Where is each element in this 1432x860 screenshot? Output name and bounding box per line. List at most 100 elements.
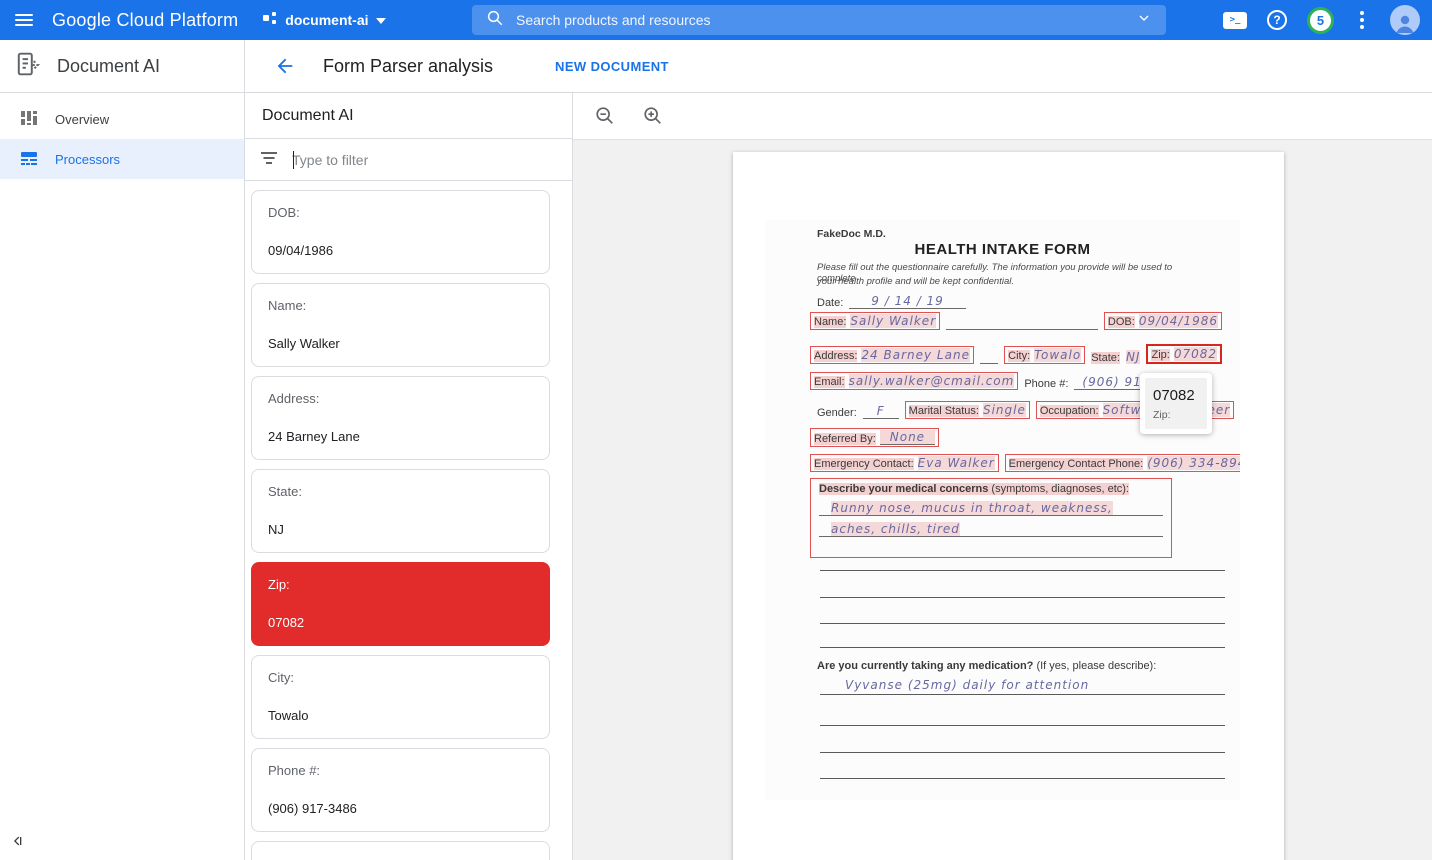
concerns-line2: aches, chills, tired — [831, 522, 960, 536]
topbar-actions: >_ ? 5 — [1223, 5, 1432, 35]
form-row-emergency: Emergency Contact: Eva Walker Emergency … — [765, 454, 1240, 472]
detected-field-bbox-emergency-phone[interactable]: Emergency Contact Phone: (906) 334-8946 — [1004, 454, 1240, 472]
project-name: document-ai — [285, 12, 369, 28]
field-card[interactable]: Phone #: (906) 917-3486 — [251, 748, 550, 832]
detected-field-bbox-zip-selected[interactable]: Zip: 07082 — [1146, 344, 1222, 364]
concerns-label-rest: (symptoms, diagnoses, etc): — [988, 483, 1129, 495]
city-value: Towalo — [1034, 348, 1082, 362]
dob-label: DOB: — [1107, 316, 1135, 328]
top-app-bar: Google Cloud Platform document-ai >_ ? 5 — [0, 0, 1432, 40]
field-card-value: (906) 917-3486 — [268, 801, 357, 816]
page-title: Form Parser analysis — [323, 55, 494, 76]
detected-field-bbox-dob[interactable]: DOB: 09/04/1986 — [1103, 312, 1222, 330]
sidebar-item-processors[interactable]: Processors — [0, 139, 244, 179]
processors-icon — [20, 149, 38, 170]
extracted-fields-panel: Document AI DOB: 09/04/1986 Name: Sally … — [245, 93, 573, 860]
emergency-phone-label: Emergency Contact Phone: — [1008, 458, 1144, 470]
zoom-in-icon[interactable] — [639, 102, 667, 130]
text-caret — [293, 151, 294, 169]
document-page[interactable]: FakeDoc M.D. HEALTH INTAKE FORM Please f… — [733, 152, 1284, 860]
address-value: 24 Barney Lane — [861, 348, 970, 362]
scanned-form: FakeDoc M.D. HEALTH INTAKE FORM Please f… — [765, 220, 1240, 800]
field-card[interactable]: Zip: 07082 — [251, 562, 550, 646]
form-title: HEALTH INTAKE FORM — [914, 241, 1091, 258]
sidebar-nav: Overview Processors — [0, 93, 245, 860]
back-button[interactable] — [265, 46, 305, 86]
state-value: NJ — [1125, 350, 1141, 364]
field-card-value: Towalo — [268, 708, 309, 723]
detected-field-bbox-email[interactable]: Email: sally.walker@cmail.com — [810, 372, 1019, 390]
detected-field-bbox-referred[interactable]: Referred By: None — [810, 428, 940, 447]
occupation-label: Occupation: — [1039, 405, 1099, 417]
field-card-value: 09/04/1986 — [268, 243, 334, 258]
app-title: Document AI — [57, 55, 161, 76]
fields-list: DOB: 09/04/1986 Name: Sally Walker Addre… — [245, 181, 572, 860]
header-main: Form Parser analysis NEW DOCUMENT — [245, 40, 1432, 92]
detected-field-bbox-emergency-contact[interactable]: Emergency Contact: Eva Walker — [810, 454, 999, 472]
medication-question-rest: (If yes, please describe): — [1033, 660, 1157, 672]
field-card-value: 24 Barney Lane — [268, 429, 360, 444]
marital-status-value: Single — [982, 403, 1026, 417]
filter-icon — [261, 151, 277, 169]
date-value: 9 / 14 / 19 — [849, 294, 966, 309]
filter-row — [245, 139, 572, 181]
sidebar-item-label: Processors — [55, 151, 121, 167]
form-intro-line2: your health profile and will be kept con… — [817, 276, 1014, 287]
help-icon[interactable]: ? — [1267, 10, 1287, 30]
chevron-down-icon[interactable] — [1136, 10, 1152, 31]
detected-field-bbox-marital[interactable]: Marital Status: Single — [904, 401, 1030, 419]
project-icon — [262, 10, 278, 31]
avatar[interactable] — [1390, 5, 1420, 35]
collapse-sidebar-icon[interactable] — [10, 833, 26, 854]
field-card-label: Phone #: — [268, 763, 321, 778]
brand-logo[interactable]: Google Cloud Platform — [52, 9, 239, 30]
zoom-out-icon[interactable] — [591, 102, 619, 130]
field-card[interactable]: City: Towalo — [251, 655, 550, 739]
form-intro-line1: Please fill out the questionnaire carefu… — [817, 262, 1173, 284]
viewer-canvas[interactable]: FakeDoc M.D. HEALTH INTAKE FORM Please f… — [573, 140, 1432, 860]
referred-by-label: Referred By: — [814, 433, 876, 445]
document-viewer: FakeDoc M.D. HEALTH INTAKE FORM Please f… — [573, 93, 1432, 860]
detected-field-bbox-city[interactable]: City: Towalo — [1004, 346, 1086, 364]
medication-question: Are you currently taking any medication?… — [817, 660, 1156, 672]
state-label: State: — [1091, 352, 1120, 364]
email-value: sally.walker@cmail.com — [848, 374, 1015, 388]
gender-value: F — [862, 404, 899, 419]
detected-field-bbox-address[interactable]: Address: 24 Barney Lane — [810, 346, 974, 364]
sidebar-item-overview[interactable]: Overview — [0, 99, 244, 139]
zip-value: 07082 — [1173, 347, 1217, 361]
search-icon — [486, 9, 504, 32]
search-input[interactable] — [516, 12, 1124, 28]
field-card[interactable]: Address: 24 Barney Lane — [251, 376, 550, 460]
field-tooltip: 07082 Zip: — [1140, 373, 1212, 434]
tooltip-value: 07082 — [1153, 387, 1195, 404]
global-search[interactable] — [472, 5, 1166, 35]
cloud-shell-icon[interactable]: >_ — [1223, 11, 1247, 29]
emergency-contact-label: Emergency Contact: — [814, 458, 914, 470]
new-document-button[interactable]: NEW DOCUMENT — [555, 58, 669, 74]
concerns-label: Describe your medical concerns — [819, 483, 989, 495]
emergency-phone-value: (906) 334-8946 — [1147, 456, 1240, 470]
medication-answer-line: Vyvanse (25mg) daily for attention — [820, 678, 1225, 695]
notifications-badge[interactable]: 5 — [1307, 6, 1334, 34]
field-card[interactable]: State: NJ — [251, 469, 550, 553]
form-blank-line — [820, 752, 1225, 753]
email-label: Email: — [814, 376, 845, 388]
medication-value: Vyvanse (25mg) daily for attention — [845, 678, 1090, 692]
project-selector[interactable]: document-ai — [262, 10, 386, 31]
menu-icon[interactable] — [0, 0, 48, 40]
overview-icon — [20, 109, 38, 130]
field-card[interactable]: DOB: 09/04/1986 — [251, 190, 550, 274]
field-card-value: Sally Walker — [268, 336, 340, 351]
detected-field-bbox-name[interactable]: Name: Sally Walker — [810, 312, 941, 330]
field-card[interactable]: Name: Sally Walker — [251, 283, 550, 367]
medication-question-bold: Are you currently taking any medication? — [817, 660, 1034, 672]
referred-by-value: None — [879, 430, 936, 445]
field-card-label: Zip: — [268, 577, 290, 592]
field-card-partial[interactable] — [251, 841, 550, 860]
app-header: Document AI — [0, 40, 245, 92]
field-card-label: Name: — [268, 298, 307, 313]
filter-input[interactable] — [292, 151, 556, 168]
detected-field-bbox-concerns[interactable]: Describe your medical concerns (symptoms… — [810, 478, 1172, 558]
more-options-icon[interactable] — [1354, 9, 1370, 31]
